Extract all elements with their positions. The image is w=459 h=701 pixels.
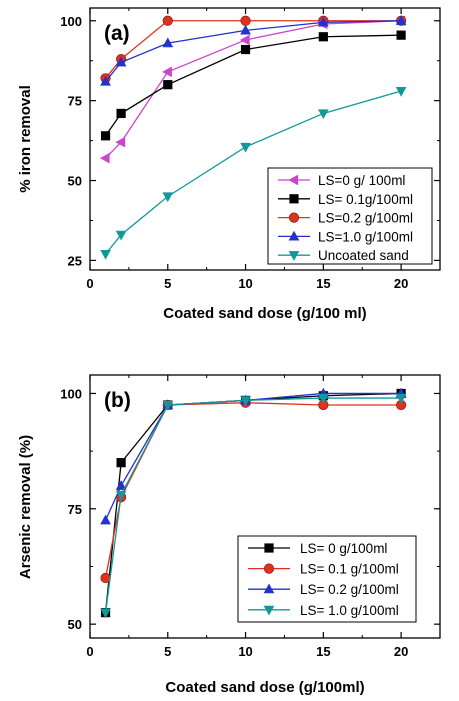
- x-tick-label: 15: [316, 644, 330, 659]
- data-point: [317, 16, 329, 27]
- legend-marker: [288, 212, 300, 223]
- series-line: [104, 392, 402, 521]
- legend-marker: [289, 194, 299, 204]
- data-point: [317, 109, 329, 120]
- y-tick-label: 75: [68, 502, 82, 517]
- data-point: [116, 458, 126, 468]
- series-3: [100, 15, 407, 84]
- legend-marker: [263, 583, 275, 594]
- panel-label: (a): [104, 22, 130, 45]
- data-point: [116, 108, 126, 119]
- y-tick-label: 25: [68, 253, 82, 268]
- legend-marker: [263, 563, 275, 574]
- data-point: [100, 249, 111, 260]
- series-line: [105, 20, 402, 82]
- x-tick-label: 0: [86, 276, 93, 291]
- data-point: [396, 30, 406, 40]
- data-point: [115, 56, 127, 67]
- x-tick-label: 0: [86, 644, 93, 659]
- data-point: [162, 400, 174, 411]
- data-point: [115, 480, 127, 490]
- plot-frame: [89, 374, 441, 639]
- chart-panel-b: 0 5 10 15 20 50 75 100 (b) LS= 0 g/100ml LS= 0.1 g…: [17, 374, 441, 696]
- chart-panel-a: 0 5 10 15 20 25 50 75 100 (a) LS=0 g/ 100ml LS= 0.1…: [17, 7, 441, 322]
- plot-frame: [89, 7, 441, 271]
- legend-label: LS= 0 g/100ml: [300, 541, 387, 556]
- x-tick-label: 10: [238, 644, 252, 659]
- data-point: [162, 192, 174, 203]
- data-point: [239, 34, 250, 46]
- y-axis-title: % iron removal: [17, 85, 34, 193]
- data-point: [99, 152, 110, 164]
- data-point: [100, 131, 111, 141]
- legend-label: LS=0 g/ 100ml: [318, 173, 405, 188]
- legend-marker: [288, 174, 299, 186]
- legend-marker: [288, 251, 300, 261]
- legend: LS=0 g/ 100ml LS= 0.1g/100ml LS=0.2 g/100m…: [267, 167, 433, 265]
- legend-label: Uncoated sand: [318, 248, 409, 263]
- y-tick-label: 100: [60, 386, 82, 401]
- data-point: [115, 490, 127, 501]
- data-point: [240, 396, 251, 407]
- data-point: [100, 75, 111, 86]
- data-point: [100, 514, 111, 525]
- data-point: [162, 37, 174, 48]
- legend-marker: [263, 605, 275, 616]
- x-axis-title: Coated sand dose (g/100ml): [165, 679, 364, 696]
- data-point: [240, 142, 251, 153]
- x-tick-label: 20: [394, 276, 408, 291]
- x-tick-label: 15: [316, 276, 330, 291]
- data-point: [162, 66, 172, 78]
- x-tick-label: 5: [164, 276, 171, 291]
- y-tick-label: 100: [60, 14, 82, 29]
- data-point: [100, 572, 111, 584]
- series-line: [104, 397, 402, 613]
- legend-label: LS= 0.1 g/100ml: [300, 562, 399, 577]
- series-2: [100, 30, 406, 141]
- x-axis-title: Coated sand dose (g/100 ml): [163, 305, 366, 322]
- data-point: [100, 608, 111, 619]
- series-3: [100, 387, 407, 525]
- series-5: [100, 86, 407, 260]
- legend: LS= 0 g/100ml LS= 0.1 g/100ml LS= 0.2 g/10…: [237, 535, 417, 623]
- y-tick-label: 50: [68, 174, 82, 189]
- legend-label: LS=1.0 g/100ml: [318, 229, 413, 244]
- series-line: [105, 20, 402, 159]
- data-point: [115, 136, 126, 148]
- series-4: [100, 15, 407, 86]
- panel-label: (b): [104, 389, 131, 412]
- data-point: [240, 15, 251, 26]
- data-point: [163, 80, 173, 90]
- data-point: [395, 15, 407, 25]
- x-tick-label: 20: [394, 644, 408, 659]
- y-axis-title: Arsenic removal (%): [17, 435, 34, 579]
- series-line: [105, 90, 402, 255]
- data-point: [115, 230, 127, 241]
- y-tick-label: 75: [68, 94, 82, 109]
- x-tick-label: 10: [238, 276, 252, 291]
- legend-label: LS= 0.2 g/100ml: [300, 582, 399, 597]
- data-point: [395, 86, 407, 97]
- data-point: [240, 44, 251, 55]
- data-point: [317, 393, 329, 404]
- data-point: [240, 24, 251, 35]
- legend-label: LS= 1.0 g/100ml: [300, 603, 399, 618]
- legend-label: LS=0.2 g/100ml: [318, 211, 413, 226]
- series-4: [100, 393, 407, 619]
- data-point: [395, 393, 407, 404]
- legend-label: LS= 0.1g/100ml: [318, 192, 413, 207]
- data-point: [318, 32, 328, 42]
- y-tick-label: 50: [68, 617, 82, 632]
- x-tick-label: 5: [164, 644, 171, 659]
- legend-marker: [288, 230, 300, 241]
- legend-marker: [264, 543, 274, 553]
- data-point: [162, 15, 173, 26]
